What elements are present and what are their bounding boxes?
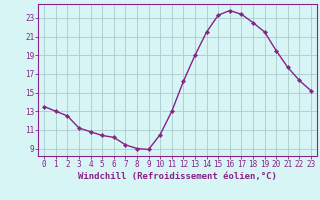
X-axis label: Windchill (Refroidissement éolien,°C): Windchill (Refroidissement éolien,°C) xyxy=(78,172,277,181)
